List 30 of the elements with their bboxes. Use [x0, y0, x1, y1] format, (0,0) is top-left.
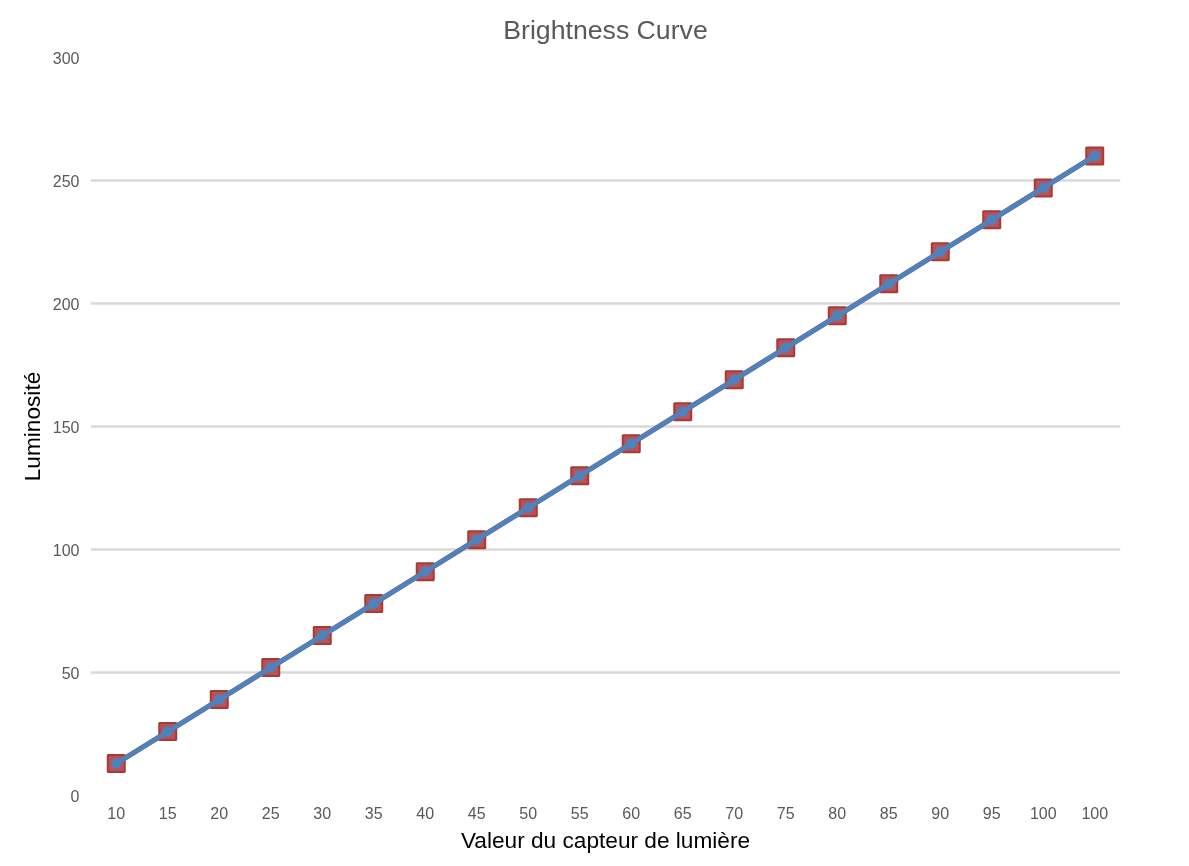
- x-tick-label: 60: [622, 804, 641, 822]
- x-tick-label: 95: [982, 804, 1001, 822]
- x-tick-label: 65: [673, 804, 692, 822]
- x-tick-label: 20: [210, 804, 229, 822]
- x-tick-label: 25: [261, 804, 280, 822]
- x-tick-label: 75: [776, 804, 795, 822]
- x-tick-label: 30: [313, 804, 332, 822]
- x-tick-label: 100: [1029, 804, 1057, 822]
- x-tick-label: 55: [570, 804, 589, 822]
- y-tick-label: 300: [52, 49, 80, 67]
- y-axis-title: Luminosité: [18, 371, 45, 482]
- x-tick-label: 15: [158, 804, 177, 822]
- x-tick-label: 40: [416, 804, 435, 822]
- x-tick-label: 50: [519, 804, 538, 822]
- x-axis-title: Valeur du capteur de lumière: [460, 826, 751, 853]
- x-tick-label: 80: [828, 804, 847, 822]
- x-tick-label: 45: [467, 804, 486, 822]
- x-tick-label: 70: [725, 804, 744, 822]
- y-tick-label: 200: [52, 295, 80, 313]
- y-tick-label: 50: [61, 664, 80, 682]
- x-tick-label: 35: [364, 804, 383, 822]
- chart-title: Brightness Curve: [503, 15, 708, 45]
- x-tick-label: 90: [931, 804, 950, 822]
- y-tick-label: 100: [52, 541, 80, 559]
- x-tick-label: 10: [107, 804, 126, 822]
- y-tick-label: 250: [52, 172, 80, 190]
- x-tick-label: 85: [879, 804, 898, 822]
- y-tick-label: 0: [70, 787, 80, 805]
- x-tick-label: 100: [1081, 804, 1109, 822]
- y-tick-label: 150: [52, 418, 80, 436]
